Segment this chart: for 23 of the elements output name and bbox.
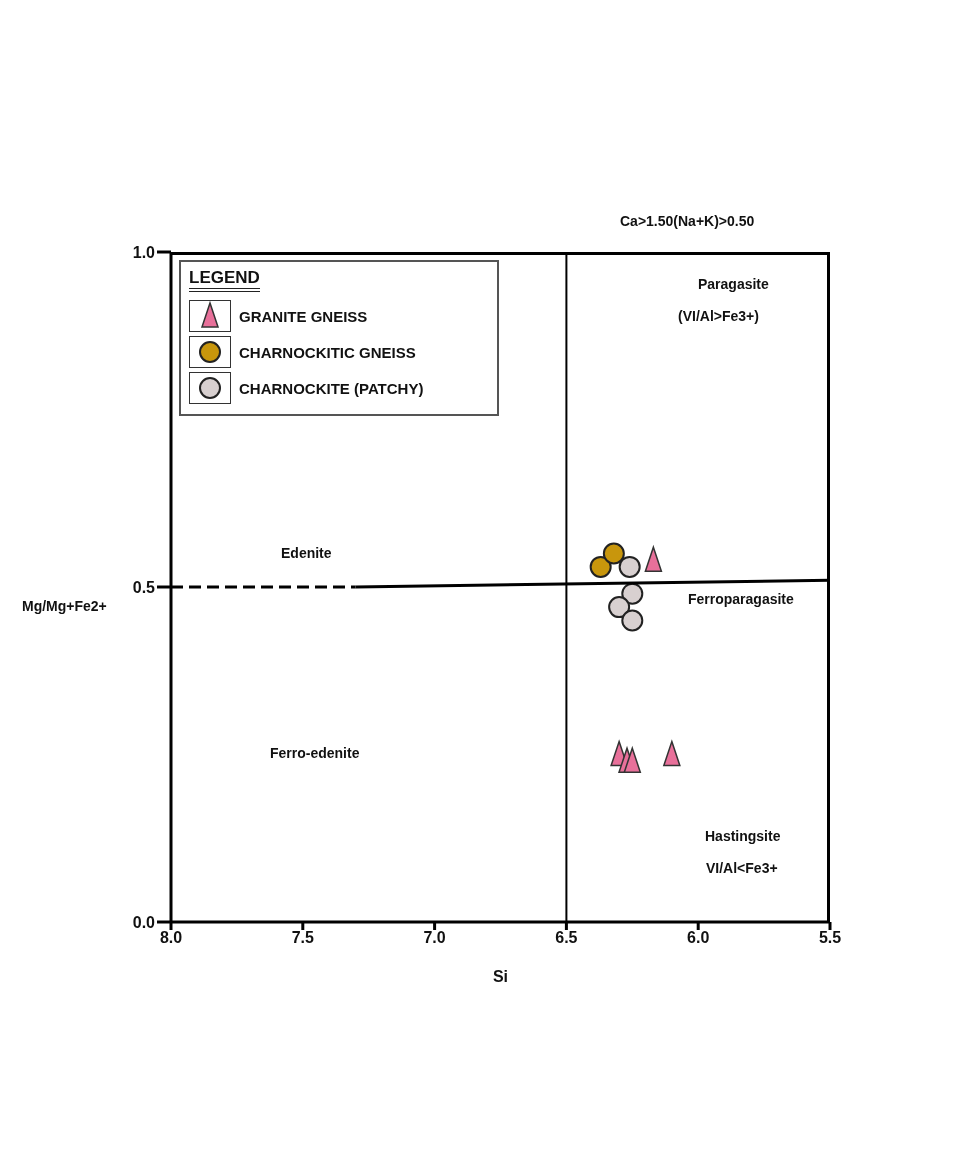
- x-tick-label: 7.0: [423, 929, 446, 947]
- annotation: Paragasite: [698, 276, 769, 292]
- x-tick-label: 6.0: [687, 929, 710, 947]
- annotation: Edenite: [281, 545, 332, 561]
- x-tick-label: 8.0: [159, 929, 183, 947]
- x-tick-label: 6.5: [555, 929, 578, 947]
- legend-label: GRANITE GNEISS: [239, 307, 368, 325]
- legend-label: CHARNOCKITIC GNEISS: [239, 343, 416, 361]
- legend-label: CHARNOCKITE (PATCHY): [239, 379, 424, 397]
- x-axis-title: Si: [492, 968, 509, 985]
- annotation: (VI/Al>Fe3+): [678, 308, 759, 324]
- y-tick-label: 0.5: [132, 578, 156, 596]
- legend-title: LEGEND: [189, 268, 260, 292]
- x-tick-label: 7.5: [291, 929, 315, 947]
- annotation: Ferroparagasite: [688, 591, 794, 607]
- y-tick-label: 0.0: [132, 913, 156, 931]
- annotation: Hastingsite: [705, 828, 781, 844]
- text: Ca>1.50(Na+K)>0.50: [620, 213, 755, 229]
- annotation: Ferro-edenite: [270, 745, 360, 761]
- x-tick-label: 5.5: [818, 929, 842, 947]
- y-axis-title: Mg/Mg+Fe2+: [22, 598, 107, 614]
- y-tick-label: 1.0: [132, 243, 156, 261]
- annotation: VI/Al<Fe3+: [706, 860, 778, 876]
